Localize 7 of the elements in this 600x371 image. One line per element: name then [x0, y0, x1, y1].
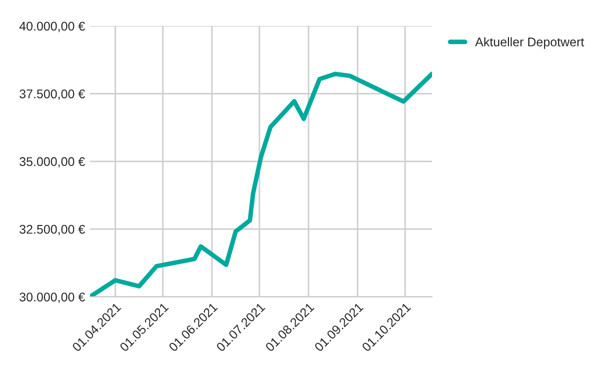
line-series	[90, 72, 432, 297]
legend-label: Aktueller Depotwert	[475, 37, 584, 49]
y-tick-label: 40.000,00 €	[19, 22, 85, 32]
y-tick-label: 30.000,00 €	[20, 292, 85, 303]
y-tick-label: 32.500,00 €	[20, 224, 85, 236]
y-tick-label: 35.000,00 €	[20, 157, 85, 168]
y-tick-label: 37.500,00 €	[20, 89, 85, 100]
